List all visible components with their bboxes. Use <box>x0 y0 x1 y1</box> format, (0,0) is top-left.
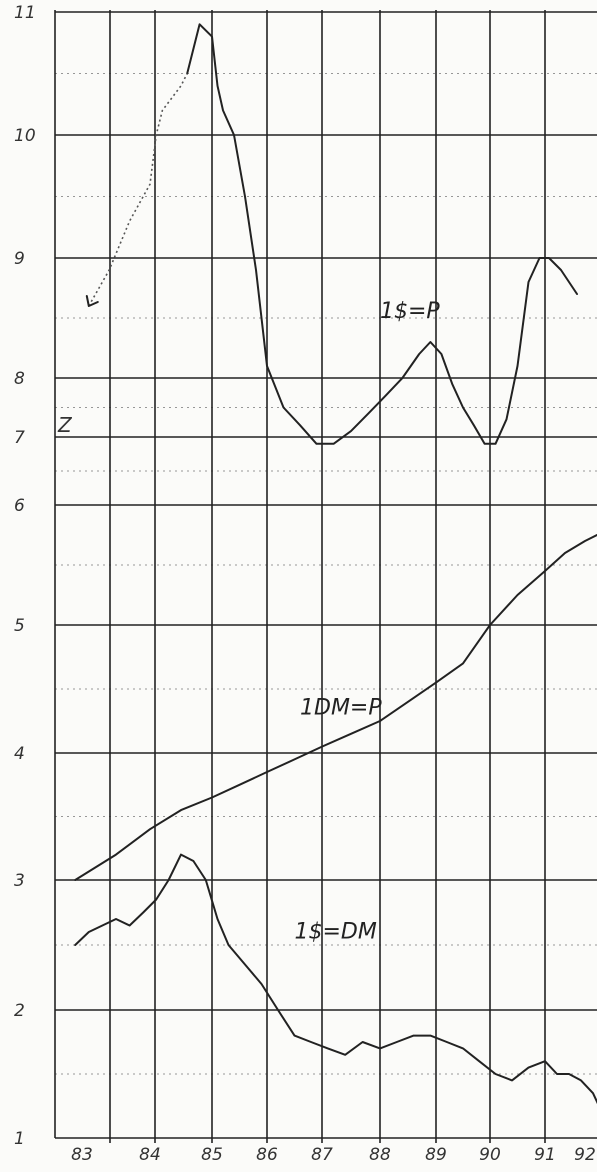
margin-note: Z <box>57 413 73 437</box>
series-label-0: 1$=P <box>380 299 440 324</box>
x-tick-label-90: 90 <box>479 1145 501 1165</box>
y-tick-label-2: 2 <box>14 1001 25 1021</box>
series <box>74 23 597 1105</box>
series-line-2 <box>74 533 597 881</box>
series-label-1: 1DM=P <box>300 696 382 721</box>
series-line-1 <box>88 73 188 307</box>
x-tick-label-83: 83 <box>71 1145 93 1165</box>
x-tick-label-86: 86 <box>256 1145 278 1165</box>
y-tick-label-11: 11 <box>14 3 36 23</box>
series-arrowhead <box>85 295 99 307</box>
x-tick-label-89: 89 <box>425 1145 447 1165</box>
x-tick-label-88: 88 <box>369 1145 391 1165</box>
y-tick-label-8: 8 <box>14 369 25 389</box>
y-tick-label-4: 4 <box>14 744 25 764</box>
series-label-2: 1$=DM <box>295 920 377 945</box>
y-tick-label-3: 3 <box>14 871 25 891</box>
series-labels: 1$=P 1DM=P 1$=DM <box>295 299 441 945</box>
y-tick-label-7: 7 <box>14 428 25 448</box>
x-tick-label-91: 91 <box>534 1145 556 1165</box>
y-tick-label-5: 5 <box>14 616 25 636</box>
series-line-0 <box>186 23 578 445</box>
x-tick-label-84: 84 <box>139 1145 161 1165</box>
x-tick-label-87: 87 <box>311 1145 333 1165</box>
y-tick-label-1: 1 <box>14 1129 25 1149</box>
x-tick-label-92: 92 <box>574 1145 596 1165</box>
y-tick-label-9: 9 <box>14 249 25 269</box>
series-line-3 <box>74 853 597 1105</box>
y-tick-label-10: 10 <box>14 126 36 146</box>
x-tick-label-85: 85 <box>201 1145 223 1165</box>
y-tick-label-6: 6 <box>14 496 25 516</box>
grid <box>54 10 597 1143</box>
